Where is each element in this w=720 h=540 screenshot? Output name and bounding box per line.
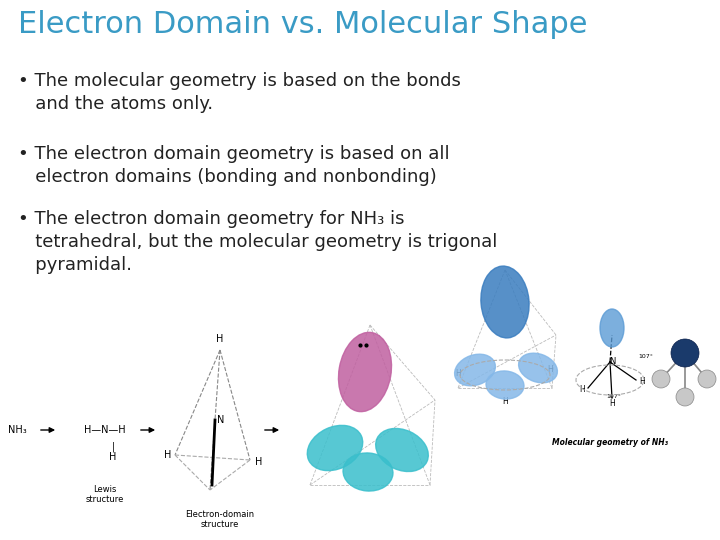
- Ellipse shape: [518, 353, 557, 383]
- Text: Molecular geometry of NH₃: Molecular geometry of NH₃: [552, 438, 668, 447]
- Ellipse shape: [343, 453, 393, 491]
- Ellipse shape: [600, 309, 624, 347]
- Text: 107°: 107°: [638, 354, 653, 359]
- Ellipse shape: [486, 371, 524, 399]
- Text: N: N: [609, 357, 615, 367]
- Text: • The electron domain geometry is based on all: • The electron domain geometry is based …: [18, 145, 449, 163]
- Text: H: H: [216, 334, 224, 344]
- Ellipse shape: [307, 426, 363, 471]
- Circle shape: [652, 370, 670, 388]
- Text: Lewis
structure: Lewis structure: [86, 485, 124, 504]
- Text: NH₃: NH₃: [8, 425, 27, 435]
- Ellipse shape: [481, 266, 529, 338]
- Text: H—N—H: H—N—H: [84, 425, 126, 435]
- Text: 107°: 107°: [606, 394, 621, 399]
- Text: • The molecular geometry is based on the bonds: • The molecular geometry is based on the…: [18, 72, 461, 90]
- Text: H: H: [255, 457, 262, 467]
- Text: H: H: [502, 397, 508, 407]
- Text: • The electron domain geometry for NH₃ is: • The electron domain geometry for NH₃ i…: [18, 210, 405, 228]
- Text: N: N: [217, 415, 225, 425]
- Ellipse shape: [338, 332, 392, 411]
- Text: H: H: [109, 452, 117, 462]
- Text: H: H: [455, 369, 461, 379]
- Circle shape: [698, 370, 716, 388]
- Ellipse shape: [454, 354, 495, 386]
- Text: Electron Domain vs. Molecular Shape: Electron Domain vs. Molecular Shape: [18, 10, 588, 39]
- Text: H: H: [163, 450, 171, 460]
- Circle shape: [676, 388, 694, 406]
- Text: H: H: [609, 399, 615, 408]
- Text: tetrahedral, but the molecular geometry is trigonal: tetrahedral, but the molecular geometry …: [18, 233, 498, 251]
- Text: H: H: [547, 366, 553, 375]
- Text: H: H: [639, 377, 645, 386]
- Text: H: H: [579, 385, 585, 394]
- Ellipse shape: [376, 428, 428, 471]
- Text: |: |: [112, 442, 114, 453]
- Text: and the atoms only.: and the atoms only.: [18, 95, 213, 113]
- Circle shape: [671, 339, 699, 367]
- Text: Electron-domain
structure: Electron-domain structure: [186, 510, 255, 529]
- Text: pyramidal.: pyramidal.: [18, 255, 132, 274]
- Text: electron domains (bonding and nonbonding): electron domains (bonding and nonbonding…: [18, 168, 437, 186]
